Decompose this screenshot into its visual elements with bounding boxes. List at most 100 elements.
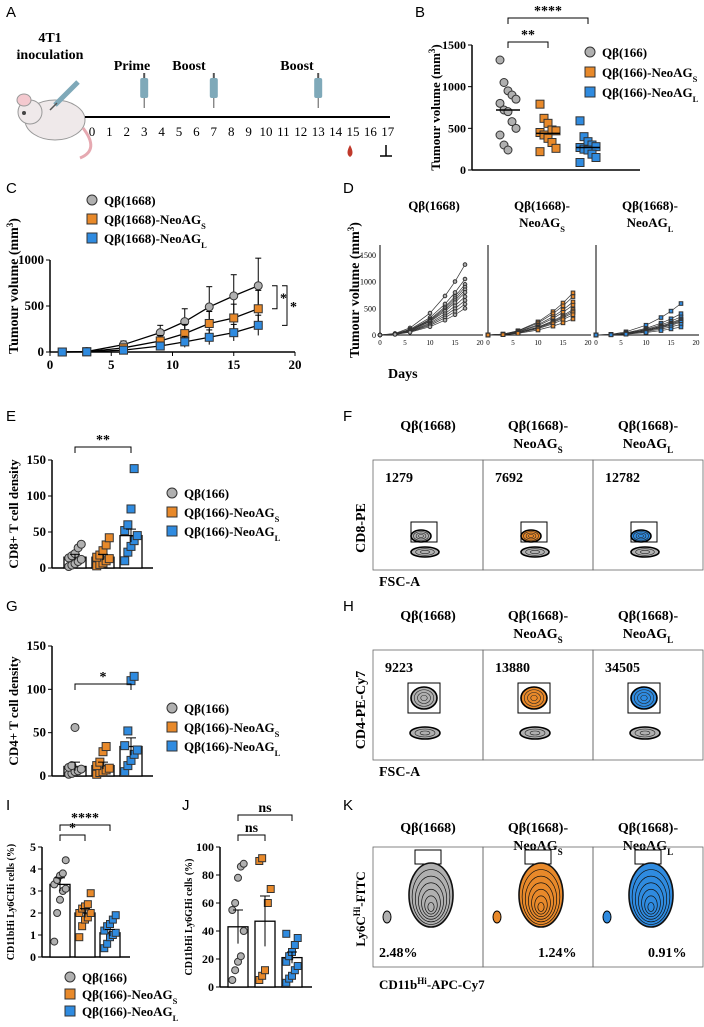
flow-f-count-0: 1279: [385, 471, 413, 486]
legend-marker-0: [64, 971, 76, 983]
sig-g: *: [100, 670, 107, 685]
sig-e: **: [96, 433, 110, 448]
contour-ring: [413, 689, 435, 707]
data-point: [120, 741, 130, 751]
data-point: [535, 147, 545, 157]
data-point: [258, 854, 267, 863]
contour-ring: [531, 888, 551, 918]
y-axis-label: CD4+ T cell density: [6, 656, 21, 766]
data-point: [503, 145, 513, 155]
y-tick-label: 0: [40, 560, 47, 575]
y-tick-label: 50: [33, 725, 46, 740]
d-x-tick-label: 20: [693, 339, 701, 347]
sig-j-2-bracket: [237, 814, 293, 821]
d-series-line: [379, 303, 466, 336]
contour-ring: [413, 531, 429, 541]
legend-label-0: Qβ(166): [82, 970, 127, 985]
gate-box: [407, 682, 441, 714]
data-point: [507, 117, 517, 127]
y-tick-label: 500: [364, 304, 376, 313]
legend-marker-2: [584, 86, 596, 98]
legend-label-1: Qβ(166)-NeoAGS: [184, 720, 280, 739]
chart-i: 0 1 2 3 4 5 CD11bHi Ly6CHi cells (%) ***** Qβ(16…: [6, 811, 179, 1023]
flow-h-xlabel: FSC-A: [379, 765, 421, 780]
panel-label-g: G: [6, 598, 18, 615]
inoculation-line1: 4T1: [38, 31, 61, 46]
d-title-0: Qβ(1668): [408, 198, 460, 213]
y-tick-label: 60: [202, 896, 214, 910]
d-point: [668, 308, 674, 314]
flow-contour-upper: [410, 686, 438, 710]
legend-marker-0: [166, 702, 178, 714]
d-point: [560, 320, 566, 326]
y-tick-label: 2: [30, 906, 36, 920]
legend-label-1: Qβ(1668)-NeoAGS: [104, 212, 206, 231]
sig-c-1-bracket: [272, 285, 278, 310]
data-point: [103, 939, 112, 948]
d-x-tick-label: 0: [486, 339, 490, 347]
flow-k-blob: [492, 910, 502, 924]
syringe-icon-1: [140, 73, 149, 108]
data-point: [132, 745, 142, 755]
d-x-tick-label: 10: [535, 339, 543, 347]
flow-k-contour: [628, 862, 674, 928]
day-label: 2: [124, 124, 131, 139]
day-label: 3: [141, 124, 148, 139]
contour-ring: [420, 694, 428, 702]
contour-ring: [520, 686, 548, 710]
contour-ring: [633, 689, 655, 707]
data-point: [499, 78, 509, 87]
flow-title-1: Qβ(1668)-: [508, 821, 569, 836]
contour-ring: [525, 532, 537, 540]
data-point: [204, 302, 214, 312]
x-tick-label: 20: [289, 357, 302, 370]
x-tick-label: 10: [166, 357, 179, 370]
y-axis-label: Tumour volume (mm3): [5, 218, 22, 354]
flow-k-pct-0: 2.48%: [379, 946, 418, 961]
y-tick-label: 0: [372, 331, 376, 340]
contour-ring: [424, 895, 438, 915]
day-label: 1: [106, 124, 113, 139]
x-axis-label: Days: [388, 367, 418, 382]
d-point: [593, 332, 599, 338]
y-tick-label: 1000: [18, 252, 44, 267]
contour-ring: [528, 534, 534, 538]
contour-ring: [631, 869, 671, 925]
contour-ring: [644, 895, 658, 915]
day-label: 6: [193, 124, 200, 139]
d-x-tick-label: 5: [511, 339, 515, 347]
contour-ring: [635, 532, 647, 540]
d-series-line: [379, 289, 466, 336]
x-tick-label: 5: [108, 357, 115, 370]
mouse-icon: [16, 93, 93, 160]
flow-plot-frame-2: [592, 846, 704, 968]
legend-label-1: Qβ(166)-NeoAGS: [184, 505, 280, 524]
flow-title-sub-1: NeoAGS: [513, 839, 562, 857]
contour-ring: [415, 532, 427, 540]
contour-ring: [420, 550, 430, 554]
contour-ring: [628, 862, 674, 928]
flow-contour-lower: [520, 546, 550, 558]
gate-box: [414, 849, 442, 865]
d-point: [608, 332, 614, 338]
d-point: [462, 262, 468, 267]
syringe-body: [209, 78, 218, 98]
data-point: [86, 889, 95, 898]
data-point: [575, 116, 585, 126]
day-label: 4: [158, 124, 165, 139]
data-point: [228, 976, 237, 984]
data-point: [239, 859, 248, 868]
flow-k-contour: [408, 862, 454, 928]
data-point: [123, 520, 133, 530]
y-axis-label: CD8+ T cell density: [6, 459, 21, 569]
y-tick-label: 100: [196, 840, 214, 854]
data-point: [61, 856, 70, 865]
y-axis-label: Tumour volume (mm3): [346, 222, 363, 358]
d-x-tick-label: 0: [378, 339, 382, 347]
d-point: [485, 332, 491, 338]
data-point: [290, 941, 299, 949]
d-point: [452, 279, 458, 284]
day-label: 7: [211, 124, 218, 139]
sig-b-1: **: [521, 28, 535, 43]
day-label: 10: [260, 124, 273, 139]
